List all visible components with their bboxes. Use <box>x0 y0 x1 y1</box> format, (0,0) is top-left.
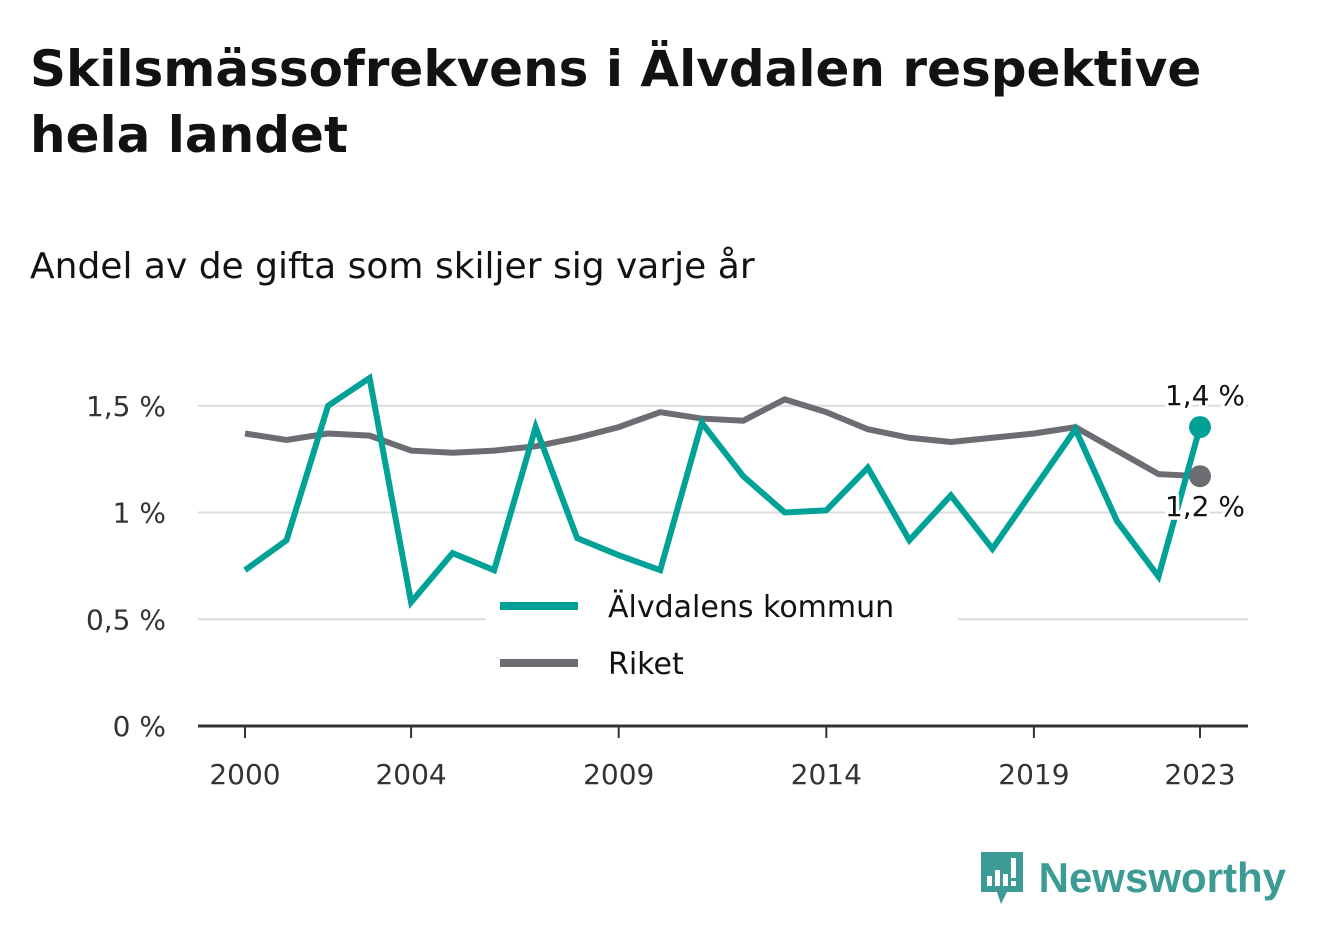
x-tick-label: 2019 <box>998 758 1069 791</box>
x-tick-label: 2014 <box>791 758 862 791</box>
y-tick-label: 0 % <box>113 710 166 743</box>
x-tick-label: 2000 <box>209 758 280 791</box>
end-point-alvdalen <box>1189 416 1211 439</box>
series-line-alvdalen <box>243 372 1203 609</box>
end-labels: 1,4 % 1,2 % <box>1161 376 1248 527</box>
legend-background <box>486 578 958 690</box>
axes: 0 % 0,5 % 1 % 1,5 % 2000 2004 2009 2014 2019 2023 <box>86 390 1248 791</box>
newsworthy-logo-icon <box>980 852 1023 904</box>
x-tick-label: 2004 <box>375 758 446 791</box>
series-lines <box>243 372 1211 609</box>
chart-subtitle: Andel av de gifta som skiljer sig varje … <box>30 246 755 287</box>
brand-name: Newsworthy <box>1038 854 1286 901</box>
chart-title: Skilsmässofrekvens i Älvdalen respektive… <box>30 40 1202 164</box>
brand-logo: Newsworthy <box>977 848 1286 908</box>
x-tick-label: 2023 <box>1164 758 1235 791</box>
legend: Älvdalens kommun Riket <box>486 578 958 690</box>
legend-label: Älvdalens kommun <box>608 589 894 625</box>
y-tick-label: 1 % <box>113 497 166 530</box>
series-line-riket <box>244 396 1201 480</box>
x-tick-label: 2009 <box>583 758 654 791</box>
end-label-alvdalen: 1,4 % <box>1165 379 1245 412</box>
y-tick-label: 1,5 % <box>86 390 166 423</box>
legend-label: Riket <box>608 647 684 682</box>
end-point-riket <box>1189 465 1211 488</box>
end-label-riket: 1,2 % <box>1165 490 1245 523</box>
y-tick-label: 0,5 % <box>86 603 166 636</box>
